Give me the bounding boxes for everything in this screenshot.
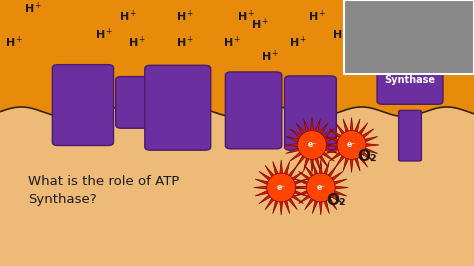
FancyBboxPatch shape	[284, 76, 336, 150]
Polygon shape	[284, 118, 339, 172]
Ellipse shape	[306, 173, 335, 202]
FancyBboxPatch shape	[399, 110, 421, 161]
Text: e⁻: e⁻	[316, 183, 326, 192]
Polygon shape	[324, 118, 379, 172]
Polygon shape	[254, 160, 309, 215]
Text: H$^+$: H$^+$	[223, 35, 242, 50]
FancyBboxPatch shape	[116, 77, 155, 128]
FancyBboxPatch shape	[52, 65, 113, 146]
Text: H$^+$: H$^+$	[261, 48, 280, 64]
Text: H$^+$: H$^+$	[289, 35, 308, 50]
Text: H$^+$: H$^+$	[24, 0, 43, 16]
Text: H$^+$: H$^+$	[332, 27, 351, 42]
Text: H$^+$: H$^+$	[118, 8, 137, 24]
Text: H$^+$: H$^+$	[365, 35, 384, 50]
Text: e⁻: e⁻	[307, 140, 317, 149]
Text: H$^+$: H$^+$	[95, 27, 114, 42]
Text: e⁻: e⁻	[347, 140, 356, 149]
Text: H$^+$: H$^+$	[251, 16, 270, 32]
Text: H$^+$: H$^+$	[128, 35, 147, 50]
FancyBboxPatch shape	[145, 65, 210, 150]
Ellipse shape	[337, 131, 366, 159]
Polygon shape	[293, 160, 348, 215]
Text: What is the role of ATP
Synthase?: What is the role of ATP Synthase?	[28, 175, 180, 206]
Text: O₂: O₂	[357, 149, 377, 164]
Text: H$^+$: H$^+$	[308, 8, 327, 24]
Text: H$^+$: H$^+$	[175, 35, 194, 50]
FancyBboxPatch shape	[226, 72, 282, 149]
Text: e⁻: e⁻	[276, 183, 286, 192]
Text: O₂: O₂	[327, 193, 346, 208]
Text: H$^+$: H$^+$	[5, 35, 24, 50]
Text: H$^+$: H$^+$	[175, 8, 194, 24]
FancyBboxPatch shape	[377, 45, 443, 104]
Text: H$^+$: H$^+$	[237, 8, 256, 24]
Text: ATP
Synthase: ATP Synthase	[384, 64, 436, 85]
Bar	[344, 0, 474, 74]
Ellipse shape	[298, 131, 327, 159]
Ellipse shape	[267, 173, 296, 202]
